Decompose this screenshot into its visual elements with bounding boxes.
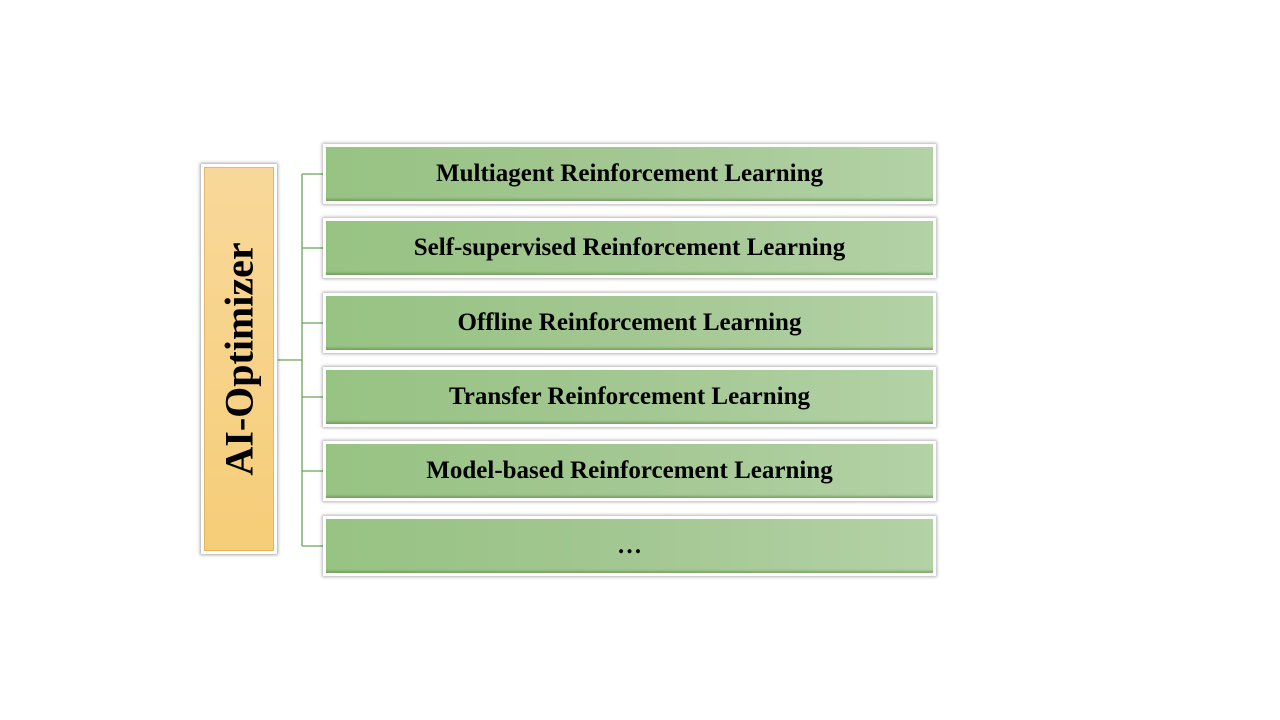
child-node-multiagent-rl: Multiagent Reinforcement Learning — [323, 144, 936, 204]
child-node-offline-rl: Offline Reinforcement Learning — [323, 293, 936, 353]
root-node-ai-optimizer: AI-Optimizer — [201, 164, 277, 554]
child-node-label: Transfer Reinforcement Learning — [448, 383, 811, 410]
child-node-label: Self-supervised Reinforcement Learning — [413, 234, 846, 261]
child-node-label: … — [617, 532, 642, 559]
child-node-model-based-rl: Model-based Reinforcement Learning — [323, 441, 936, 501]
child-node-label: Multiagent Reinforcement Learning — [436, 160, 823, 187]
child-node-transfer-rl: Transfer Reinforcement Learning — [323, 367, 936, 427]
root-node-label: AI-Optimizer — [216, 242, 262, 476]
child-node-label: Offline Reinforcement Learning — [457, 309, 802, 336]
child-node-label: Model-based Reinforcement Learning — [426, 457, 833, 484]
child-node-self-supervised-rl: Self-supervised Reinforcement Learning — [323, 218, 936, 278]
child-node-ellipsis: … — [323, 516, 936, 576]
